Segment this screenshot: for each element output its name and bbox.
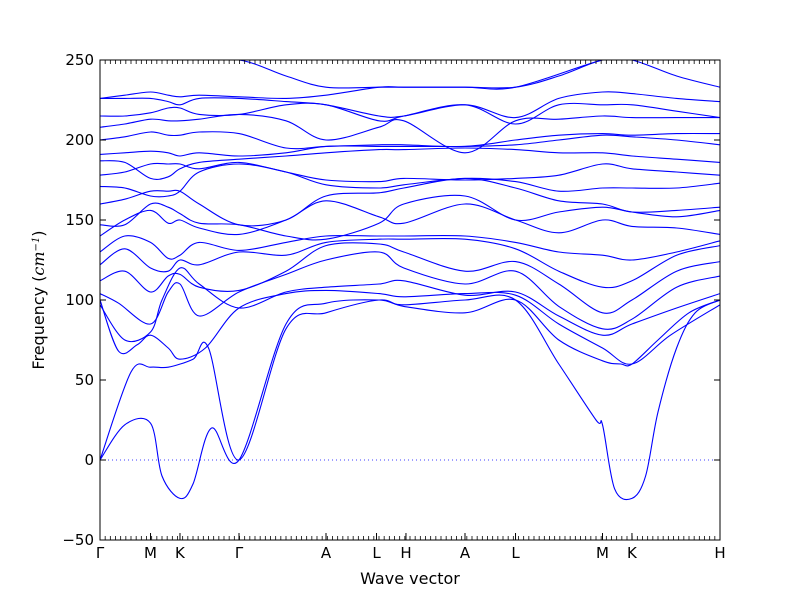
- band-line-1: [100, 294, 720, 501]
- band-line-18: [100, 102, 720, 125]
- y-tick-label: 150: [65, 211, 94, 229]
- y-axis-label-close: ): [29, 230, 48, 236]
- band-line-17: [100, 113, 720, 154]
- band-line-11: [100, 177, 720, 227]
- band-line-21: [100, 60, 720, 90]
- y-tick-label: 0: [84, 451, 94, 469]
- band-line-20: [100, 60, 720, 99]
- x-tick-label: A: [460, 544, 471, 562]
- x-tick-label: H: [400, 544, 411, 562]
- y-tick-label: 50: [75, 371, 94, 389]
- y-axis-label-exponent: −1: [31, 237, 42, 252]
- x-tick-label: K: [627, 544, 638, 562]
- band-line-12: [100, 163, 720, 198]
- x-tick-label: L: [372, 544, 381, 562]
- y-tick-label: 250: [65, 51, 94, 69]
- x-tick-label: A: [321, 544, 332, 562]
- x-tick-label: L: [511, 544, 520, 562]
- band-line-6: [100, 242, 720, 314]
- band-line-16: [100, 131, 720, 150]
- x-tick-label: Γ: [96, 544, 105, 562]
- x-tick-label: K: [175, 544, 186, 562]
- band-line-7: [100, 237, 720, 289]
- x-tick-label: M: [596, 544, 609, 562]
- band-line-3: [100, 289, 720, 365]
- x-axis-label: Wave vector: [360, 569, 460, 588]
- band-line-8: [100, 234, 720, 261]
- band-line-2: [100, 298, 720, 461]
- y-axis-label: Frequency (cm−1): [29, 230, 48, 369]
- y-axis-label-unit: cm: [29, 251, 48, 275]
- y-tick-label: −50: [62, 531, 94, 549]
- x-tick-label: M: [144, 544, 157, 562]
- band-line-5: [100, 251, 720, 330]
- band-line-13: [100, 161, 720, 183]
- band-line-19: [100, 91, 720, 119]
- y-axis-label-text: Frequency (: [29, 276, 48, 370]
- band-line-4: [100, 267, 720, 343]
- y-tick-label: 100: [65, 291, 94, 309]
- band-line-9: [100, 200, 720, 237]
- y-tick-label: 200: [65, 131, 94, 149]
- x-tick-label: Γ: [235, 544, 244, 562]
- x-tick-label: H: [714, 544, 725, 562]
- band-line-10: [100, 194, 720, 241]
- band-line-14: [100, 147, 720, 180]
- dispersion-curves: [100, 60, 720, 501]
